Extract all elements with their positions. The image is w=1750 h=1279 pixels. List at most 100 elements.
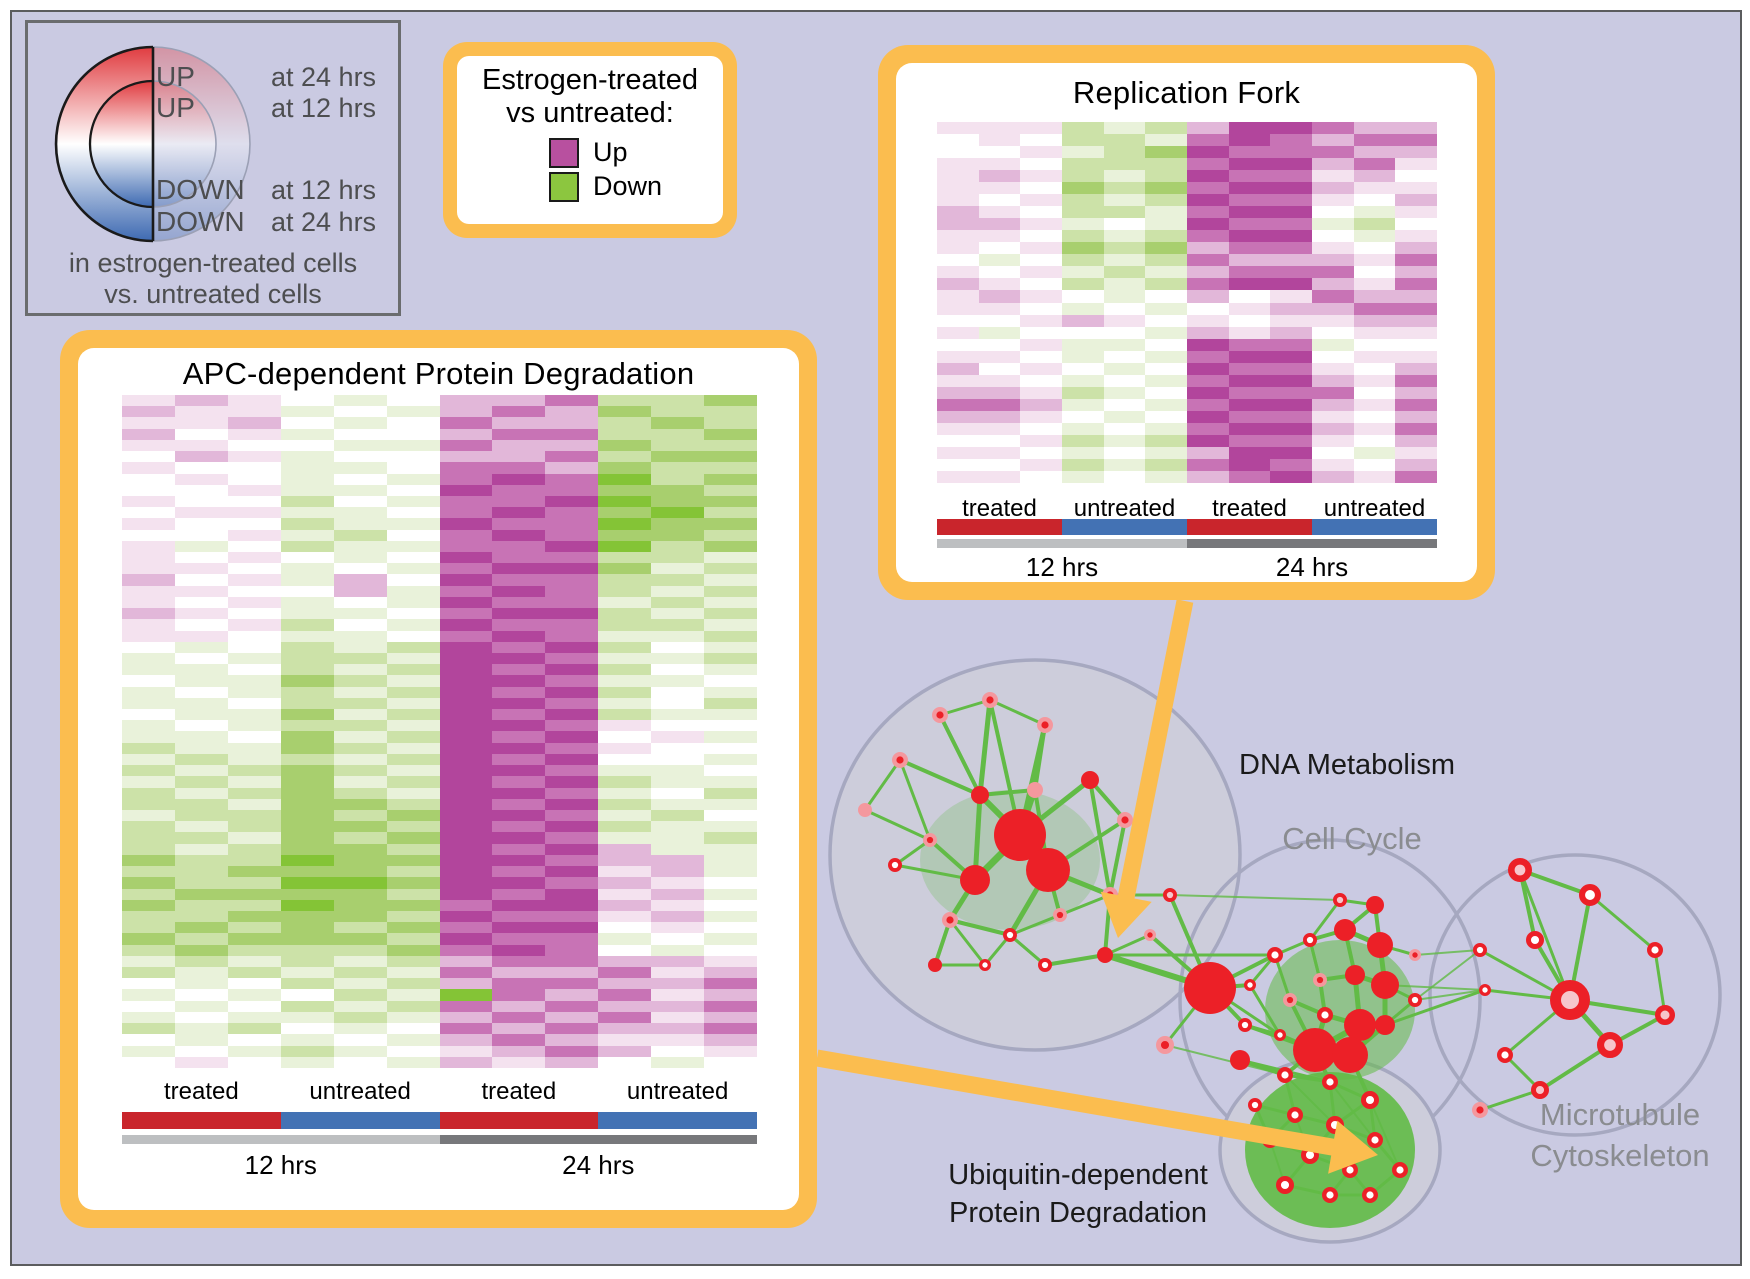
heatmap-cell bbox=[598, 619, 652, 631]
heatmap-cell bbox=[1312, 134, 1354, 147]
heatmap-cell bbox=[439, 888, 493, 900]
heatmap-cell bbox=[227, 664, 281, 676]
heatmap-cell bbox=[1228, 374, 1271, 387]
heatmap-cell bbox=[227, 619, 281, 631]
heatmap-cell bbox=[545, 798, 599, 811]
heatmap-cell bbox=[333, 877, 387, 889]
heatmap-cell bbox=[492, 1000, 546, 1012]
heatmap-cell bbox=[651, 529, 705, 541]
heatmap-cell bbox=[651, 507, 705, 519]
heatmap-cell bbox=[1395, 410, 1437, 423]
heatmap-cell bbox=[227, 910, 281, 923]
heatmap-cell bbox=[333, 899, 387, 911]
heatmap-cell bbox=[174, 1045, 228, 1057]
heatmap-cell bbox=[1187, 470, 1229, 483]
heatmap-cell bbox=[122, 810, 175, 822]
heatmap-cell bbox=[386, 967, 440, 979]
heatmap-cell bbox=[1395, 326, 1437, 339]
heatmap-cell bbox=[545, 462, 599, 474]
heatmap-cell bbox=[492, 933, 546, 945]
heatmap-cell bbox=[704, 608, 757, 620]
heatmap-cell bbox=[937, 314, 979, 327]
heatmap-cell bbox=[978, 338, 1021, 351]
network-edge bbox=[939, 698, 991, 717]
heatmap-cell bbox=[227, 697, 281, 710]
heatmap-cell bbox=[280, 641, 334, 653]
heatmap-cell bbox=[227, 529, 281, 541]
heatmap-cell bbox=[1270, 230, 1312, 243]
heatmap-cell bbox=[1103, 278, 1146, 291]
heatmap-cell bbox=[978, 446, 1021, 459]
network-edge bbox=[1384, 984, 1486, 991]
heatmap-cell bbox=[280, 1056, 334, 1068]
heatmap-cell bbox=[1395, 470, 1437, 483]
heatmap-cell bbox=[598, 967, 652, 979]
heatmap-cell bbox=[227, 944, 281, 956]
heatmap-cell bbox=[978, 422, 1021, 435]
network-node bbox=[1579, 884, 1602, 907]
heatmap-cell bbox=[545, 899, 599, 911]
heatmap-cell bbox=[386, 978, 440, 990]
heatmap-cell bbox=[1395, 314, 1437, 327]
heatmap-cell bbox=[1228, 314, 1271, 327]
heatmap-cell bbox=[704, 1023, 757, 1035]
heatmap-cell bbox=[545, 787, 599, 799]
heatmap-cell bbox=[280, 697, 334, 710]
heatmap-cell bbox=[439, 495, 493, 508]
network-node bbox=[858, 803, 872, 817]
heatmap-cell bbox=[1228, 266, 1271, 279]
heatmap-cell bbox=[651, 697, 705, 710]
heatmap-cell bbox=[1145, 446, 1187, 459]
heatmap-cell bbox=[1353, 350, 1396, 363]
heatmap-cell bbox=[280, 1045, 334, 1057]
heatmap-cell bbox=[545, 484, 599, 496]
heatmap-cell bbox=[937, 122, 979, 135]
heatmap-cell bbox=[227, 507, 281, 519]
heatmap-cell bbox=[937, 374, 979, 387]
heatmap-cell bbox=[1187, 206, 1229, 219]
network-node bbox=[960, 865, 990, 895]
heatmap-cell bbox=[122, 967, 175, 979]
heatmap-cell bbox=[333, 664, 387, 676]
heatmap-cell bbox=[333, 563, 387, 575]
heatmap-cell bbox=[598, 641, 652, 653]
heatmap-cell bbox=[174, 451, 228, 463]
heatmap-cell bbox=[598, 978, 652, 990]
heatmap-cell bbox=[439, 854, 493, 867]
heatmap-cell bbox=[492, 395, 546, 407]
heatmap-cell bbox=[1103, 158, 1146, 171]
heatmap-cell bbox=[545, 1034, 599, 1046]
heatmap-cell bbox=[704, 552, 757, 564]
heatmap-cell bbox=[280, 866, 334, 878]
heatmap-cell bbox=[1145, 158, 1187, 171]
heatmap-cell bbox=[598, 630, 652, 642]
heatmap-cell bbox=[598, 854, 652, 867]
heatmap-cell bbox=[1103, 254, 1146, 267]
heatmap-cell bbox=[386, 1045, 440, 1057]
heatmap-cell bbox=[492, 709, 546, 721]
heatmap-cell bbox=[1270, 146, 1312, 159]
heatmap-cell bbox=[439, 798, 493, 811]
heatmap-cell bbox=[280, 417, 334, 429]
heatmap-cell bbox=[386, 529, 440, 541]
heatmap-cell bbox=[386, 630, 440, 642]
heatmap-cell bbox=[333, 552, 387, 564]
heatmap-cell bbox=[1187, 170, 1229, 183]
heatmap-cell bbox=[651, 652, 705, 665]
heatmap-cell bbox=[1312, 398, 1354, 411]
heatmap-cell bbox=[280, 989, 334, 1001]
heatmap-cell bbox=[1395, 362, 1437, 375]
heatmap-cell bbox=[333, 1011, 387, 1024]
heatmap-cell bbox=[227, 720, 281, 732]
heatmap-cell bbox=[1145, 314, 1187, 327]
heatmap-cell bbox=[1187, 338, 1229, 351]
heatmap-cell bbox=[386, 798, 440, 811]
heatmap-cell bbox=[1228, 218, 1271, 231]
heatmap-cell bbox=[1312, 422, 1354, 435]
heatmap-cell bbox=[1020, 278, 1062, 291]
heatmap-cell bbox=[545, 428, 599, 440]
heatmap-cell bbox=[174, 507, 228, 519]
heatmap-cell bbox=[174, 899, 228, 911]
heatmap-cell bbox=[978, 194, 1021, 207]
heatmap-cell bbox=[280, 495, 334, 508]
